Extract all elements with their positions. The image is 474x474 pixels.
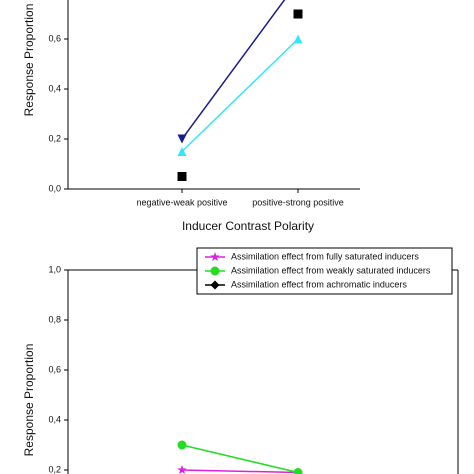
- y-axis-label: Response Proportion: [22, 344, 36, 457]
- series-line: [181, 469, 299, 474]
- legend-label: Assimilation effect from achromatic indu…: [231, 279, 407, 289]
- y-tick-label: 0,4: [48, 414, 61, 424]
- marker: [177, 440, 187, 450]
- y-axis-label: Response Proportion: [22, 4, 36, 117]
- x-tick-label: positive-strong positive: [252, 197, 344, 207]
- marker: [177, 465, 187, 474]
- series-line: [181, 38, 299, 153]
- y-tick-label: 0,6: [48, 364, 61, 374]
- marker: [293, 9, 303, 19]
- marker: [177, 172, 187, 181]
- y-tick-label: 0,8: [48, 314, 61, 324]
- marker: [210, 280, 220, 290]
- marker: [177, 134, 187, 144]
- legend-label: Assimilation effect from weakly saturate…: [231, 265, 431, 275]
- marker: [210, 252, 220, 262]
- marker: [293, 468, 303, 474]
- y-tick-label: 0,4: [48, 83, 61, 93]
- y-tick-label: 0,0: [48, 183, 61, 193]
- legend-box: [196, 247, 453, 295]
- y-tick-label: 0,6: [48, 33, 61, 43]
- marker: [177, 147, 187, 156]
- legend-label: Assimilation effect from fully saturated…: [231, 251, 419, 261]
- marker: [210, 266, 220, 276]
- marker: [293, 34, 303, 44]
- y-tick-label: 1,0: [48, 264, 61, 274]
- y-tick-label: 0,2: [48, 133, 61, 143]
- series-line: [181, 0, 286, 140]
- y-tick-label: 0,2: [48, 464, 61, 474]
- x-tick-label: negative-weak positive: [136, 197, 227, 207]
- series-line: [181, 444, 299, 474]
- x-axis-label: Inducer Contrast Polarity: [182, 219, 314, 233]
